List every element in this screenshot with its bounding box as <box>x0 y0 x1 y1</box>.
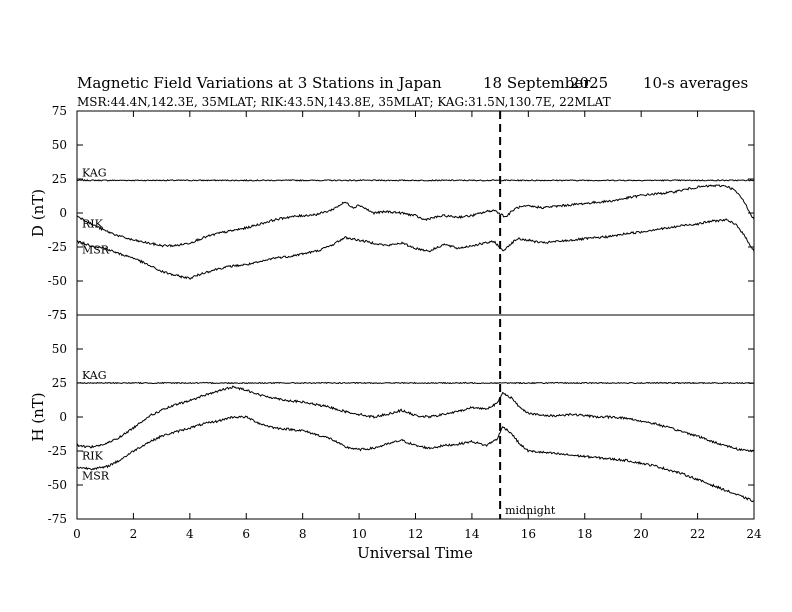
series-line-rik-h <box>76 385 755 453</box>
series-line-kag-h <box>77 381 755 385</box>
chart-date: 18 September <box>483 74 591 92</box>
x-tick-label: 24 <box>746 527 762 541</box>
x-tick-label: 16 <box>521 527 536 541</box>
y-tick-label-d: 50 <box>52 138 67 152</box>
x-tick-label: 10 <box>351 527 366 541</box>
series-label-rik-h: RIK <box>82 450 104 463</box>
x-axis-title: Universal Time <box>357 544 473 562</box>
panel-frame-h <box>76 314 755 520</box>
y-tick-label-d: 25 <box>52 172 67 186</box>
x-axis: 0 2 4 6 8 10 12 14 16 18 20 22 24 <box>73 111 762 541</box>
y-tick-label-d: -50 <box>48 274 67 288</box>
panel-h: 75 50 25 0 -25 -50 -75 H (nT) KAG RIK MSR <box>29 308 755 526</box>
panel-d: 75 50 25 0 -25 -50 -75 D (nT) KAG RIK MSR <box>29 104 755 322</box>
x-tick-label: 18 <box>577 527 592 541</box>
series-label-kag-d: KAG <box>82 166 107 179</box>
x-tick-label: 8 <box>299 527 307 541</box>
y-tick-label-h: -50 <box>48 478 67 492</box>
x-tick-label: 2 <box>130 527 138 541</box>
series-line-rik-d <box>76 184 755 248</box>
x-tick-label: 12 <box>408 527 423 541</box>
series-label-rik-d: RIK <box>82 218 104 231</box>
y-axis-title-d: D (nT) <box>29 189 47 237</box>
x-tick-label: 0 <box>73 527 81 541</box>
x-tick-label: 22 <box>690 527 705 541</box>
y-tick-label-h: 25 <box>52 376 67 390</box>
y-tick-label-d: -25 <box>48 240 67 254</box>
series-line-kag-d <box>76 179 755 182</box>
x-tick-label: 14 <box>464 527 480 541</box>
chart-averaging: 10-s averages <box>643 74 748 92</box>
midnight-label: midnight <box>505 504 556 517</box>
panel-frame-d <box>76 110 755 316</box>
y-tick-label-h: 0 <box>59 410 67 424</box>
x-tick-label: 6 <box>242 527 250 541</box>
chart-year: 2025 <box>570 74 608 92</box>
series-label-msr-h: MSR <box>82 469 110 482</box>
y-tick-label-h: 75 <box>52 308 67 322</box>
series-label-msr-d: MSR <box>82 244 110 257</box>
series-label-kag-h: KAG <box>82 369 107 382</box>
y-tick-label-h: -25 <box>48 444 67 458</box>
y-tick-label-h: 50 <box>52 342 67 356</box>
series-line-msr-h <box>76 415 755 503</box>
series-line-msr-d <box>76 218 755 280</box>
station-info: MSR:44.4N,142.3E, 35MLAT; RIK:43.5N,143.… <box>77 95 611 109</box>
y-tick-label-d: 75 <box>52 104 67 118</box>
y-tick-label-d: -75 <box>48 308 67 322</box>
y-tick-label-d: 0 <box>59 206 67 220</box>
y-axis-title-h: H (nT) <box>29 392 47 441</box>
x-tick-label: 20 <box>634 527 649 541</box>
chart-title: Magnetic Field Variations at 3 Stations … <box>77 74 442 92</box>
y-tick-label-h: -75 <box>48 512 67 526</box>
x-tick-label: 4 <box>186 527 194 541</box>
